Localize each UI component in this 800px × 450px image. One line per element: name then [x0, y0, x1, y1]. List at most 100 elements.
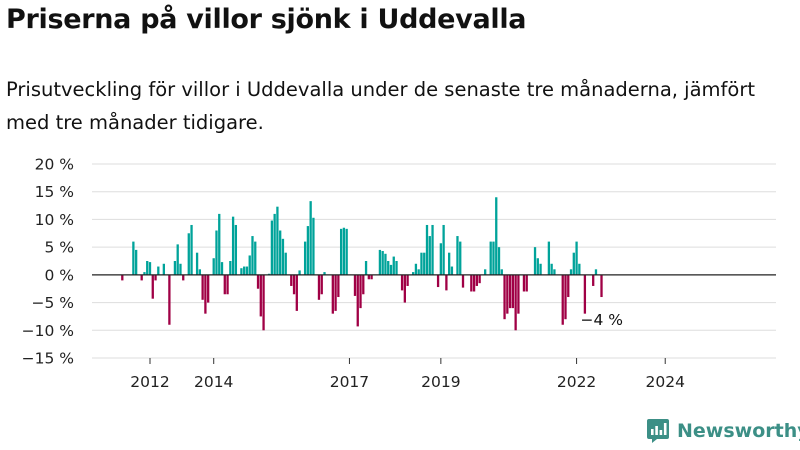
bar [442, 224, 445, 275]
x-tick-label: 2012 [130, 373, 169, 391]
bar [561, 274, 564, 325]
bar [484, 269, 487, 275]
y-tick-label: 15 % [35, 183, 74, 201]
y-tick-label: 5 % [44, 239, 74, 257]
bar [412, 272, 415, 275]
bar [339, 228, 343, 275]
bar [550, 263, 553, 275]
bar [472, 274, 476, 292]
bar [331, 274, 334, 314]
bar [334, 274, 337, 311]
bar [395, 261, 398, 275]
bar [306, 226, 310, 275]
grid-lines [92, 163, 776, 359]
bar [276, 206, 279, 275]
bar [578, 263, 581, 275]
bar [445, 274, 448, 291]
bar [309, 201, 312, 275]
bar [295, 274, 298, 311]
newsworthy-logo-text: Newsworthy [677, 420, 800, 442]
bar [317, 274, 321, 300]
bar [461, 274, 465, 288]
bars [121, 197, 603, 331]
bar [146, 261, 149, 275]
bar [470, 274, 473, 292]
bar [148, 262, 152, 275]
bar [569, 269, 573, 275]
bar [389, 264, 393, 275]
bar [522, 274, 526, 292]
y-axis-tick-labels: 20 % 15 % 10 % 5 % 0 % −5 % −10 % −15 % [22, 156, 74, 368]
bar [414, 263, 418, 275]
bar [539, 263, 542, 275]
newsworthy-logo: Newsworthy [646, 418, 800, 444]
bar [312, 217, 315, 275]
bar [575, 241, 578, 275]
bar [140, 274, 143, 281]
bar [207, 274, 210, 303]
bar [229, 261, 232, 275]
bar [223, 274, 226, 295]
y-tick-label: 0 % [44, 266, 74, 284]
bar [273, 213, 276, 275]
bar [342, 227, 346, 275]
bar [420, 252, 423, 275]
newsworthy-logo-icon [647, 419, 669, 443]
bar [450, 266, 454, 275]
bar [564, 274, 567, 320]
bar [168, 274, 171, 325]
bar [478, 274, 481, 284]
x-tick-label: 2017 [330, 373, 369, 391]
last-value-label: −4 % [581, 311, 624, 329]
y-tick-label: −10 % [22, 322, 74, 340]
bar [495, 197, 498, 275]
bar [121, 274, 124, 281]
bar [262, 274, 265, 331]
bar [204, 274, 207, 314]
annotations: −4 % [581, 311, 624, 329]
bar [456, 236, 459, 275]
bar [370, 274, 373, 280]
bar [511, 274, 515, 309]
bar [439, 243, 442, 275]
bar [533, 247, 537, 275]
bar [198, 269, 202, 275]
chart-subtitle: Prisutveckling för villor i Uddevalla un… [6, 78, 756, 134]
bar [392, 256, 395, 275]
bar [406, 274, 409, 286]
bar [182, 274, 185, 281]
bar [387, 261, 390, 275]
bar [600, 274, 603, 298]
bar [135, 249, 138, 275]
bar [359, 274, 362, 309]
bar [270, 220, 274, 275]
bar [215, 230, 218, 275]
bar [572, 252, 575, 275]
bar [173, 261, 177, 275]
bar [356, 274, 359, 327]
x-tick-label: 2014 [194, 373, 233, 391]
bar [508, 274, 512, 309]
bar [179, 263, 182, 275]
bar [428, 236, 431, 275]
bar [226, 274, 229, 295]
bar [547, 241, 551, 275]
bar [284, 252, 287, 275]
bar [162, 263, 165, 275]
bar [423, 252, 426, 275]
bar [256, 274, 260, 289]
y-tick-label: 20 % [35, 156, 74, 174]
bar [303, 241, 307, 275]
bar [243, 266, 246, 275]
bar [536, 258, 539, 275]
chart-title: Priserna på villor sjönk i Uddevalla [6, 4, 527, 35]
bar [497, 247, 501, 275]
bar [190, 224, 193, 275]
bar [251, 236, 254, 275]
bar [503, 274, 506, 320]
bar [187, 233, 190, 275]
bar [279, 230, 282, 275]
bar [384, 253, 387, 275]
bar [259, 274, 262, 317]
